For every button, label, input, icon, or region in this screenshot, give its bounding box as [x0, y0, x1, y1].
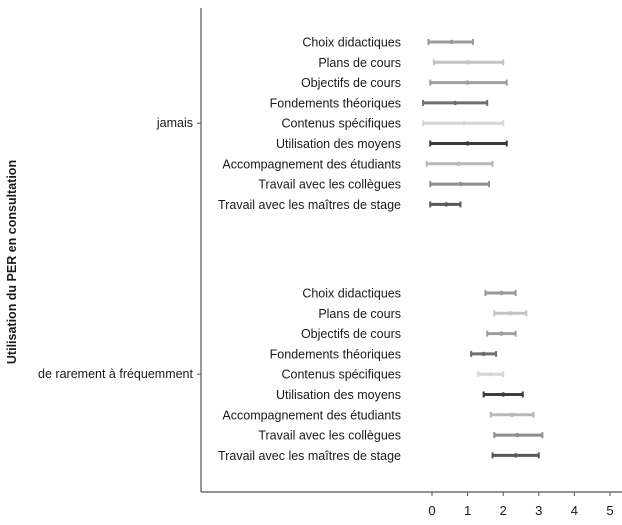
- category-label: Utilisation des moyens: [276, 137, 401, 151]
- mean-point: [458, 181, 463, 187]
- mean-point: [513, 453, 518, 458]
- category-label: Contenus spécifiques: [281, 117, 401, 131]
- chart-marks: jamais Choix didactiques Plans de cours Obj…: [38, 36, 614, 519]
- x-tick-label: 3: [535, 503, 542, 518]
- mean-point: [509, 412, 515, 417]
- mean-point: [452, 100, 458, 106]
- x-tick-label: 0: [428, 503, 435, 518]
- category-label: Travail avec les maîtres de stage: [218, 449, 401, 463]
- category-label: Fondements théoriques: [270, 347, 401, 361]
- x-tick-label: 2: [500, 503, 507, 518]
- category-label: Contenus spécifiques: [281, 368, 401, 382]
- group-label: jamais: [156, 116, 193, 130]
- category-label: Travail avec les collègues: [258, 178, 401, 192]
- category-label: Accompagnement des étudiants: [222, 408, 401, 422]
- x-tick-label: 5: [606, 503, 613, 518]
- category-label: Choix didactiques: [302, 287, 401, 301]
- mean-point: [456, 161, 461, 166]
- category-label: Plans de cours: [318, 56, 401, 70]
- category-label: Fondements théoriques: [270, 96, 401, 110]
- category-label: Travail avec les collègues: [258, 429, 401, 443]
- category-label: Plans de cours: [318, 307, 401, 321]
- mean-point: [499, 290, 504, 296]
- category-label: Travail avec les maîtres de stage: [218, 198, 401, 212]
- y-axis-title: Utilisation du PER en consultation: [5, 160, 19, 364]
- mean-point: [481, 351, 486, 357]
- mean-point: [465, 60, 470, 65]
- category-label: Accompagnement des étudiants: [222, 157, 401, 171]
- category-label: Objectifs de cours: [301, 76, 401, 90]
- mean-point: [465, 80, 470, 85]
- mean-point: [501, 392, 506, 397]
- x-tick-label: 1: [464, 503, 471, 518]
- mean-point: [488, 372, 493, 377]
- mean-point: [461, 121, 467, 126]
- mean-point: [444, 202, 449, 207]
- group-label: de rarement à fréquemment: [38, 367, 193, 381]
- category-label: Utilisation des moyens: [276, 388, 401, 402]
- category-label: Choix didactiques: [302, 36, 401, 50]
- mean-point: [515, 432, 520, 438]
- mean-point: [465, 141, 470, 146]
- mean-point: [508, 311, 513, 316]
- mean-point: [499, 331, 504, 336]
- x-tick-label: 4: [571, 503, 578, 518]
- mean-point: [449, 39, 454, 45]
- category-label: Objectifs de cours: [301, 327, 401, 341]
